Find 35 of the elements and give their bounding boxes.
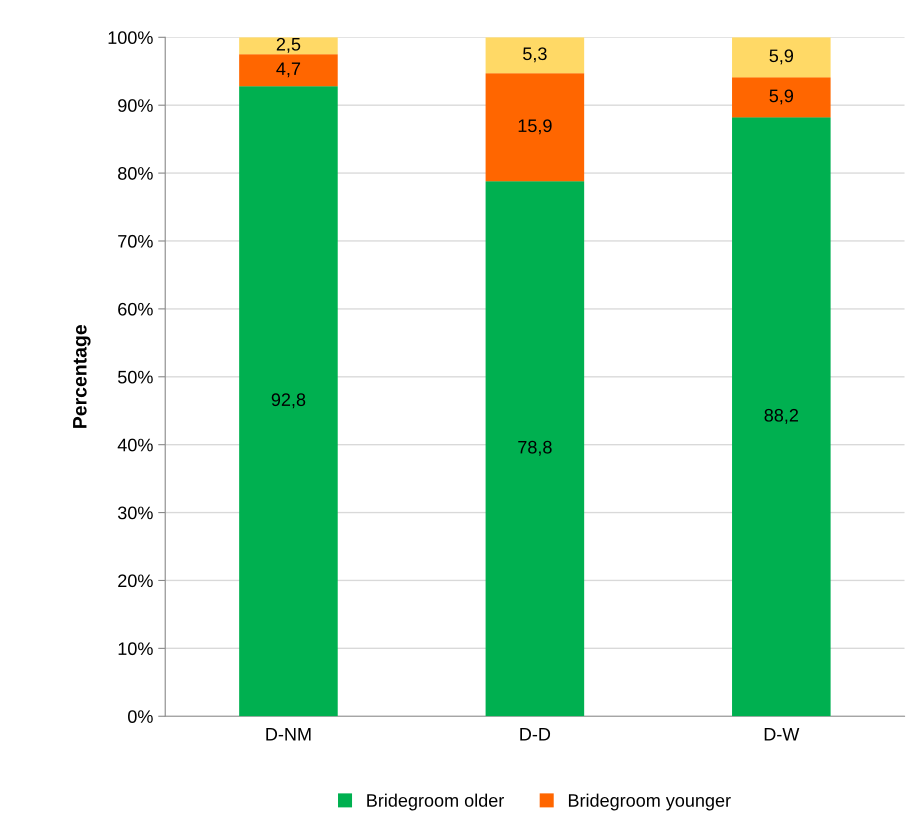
- bar: [486, 181, 584, 716]
- legend-label: Bridegroom younger: [568, 794, 731, 810]
- bar: [732, 77, 831, 118]
- data-label: 5,9: [769, 49, 794, 64]
- bar: [239, 37, 338, 54]
- bar: [486, 37, 584, 74]
- y-tick-label: 70%: [118, 234, 153, 248]
- bar: [732, 117, 831, 716]
- y-tick-label: 20%: [118, 574, 153, 588]
- bar: [239, 86, 338, 716]
- data-label: 4,7: [276, 62, 300, 78]
- data-label: 78,8: [518, 440, 552, 456]
- x-tick-label: D-D: [520, 728, 550, 740]
- bar: [732, 37, 831, 78]
- data-label: 88,2: [764, 408, 798, 424]
- data-label: 15,9: [518, 119, 552, 134]
- legend-label: Bridegroom older: [367, 794, 504, 810]
- y-tick-label: 60%: [118, 302, 153, 316]
- y-tick-label: 80%: [118, 167, 153, 180]
- y-tick-label: 40%: [118, 438, 153, 452]
- y-axis-title: Percentage: [73, 325, 91, 428]
- data-label: 92,8: [272, 393, 306, 408]
- y-tick-label: 100%: [108, 31, 153, 44]
- y-tick-label: 30%: [118, 506, 153, 520]
- y-tick-label: 50%: [118, 370, 153, 384]
- y-tick-label: 90%: [118, 99, 153, 112]
- x-tick-label: D-NM: [266, 728, 311, 740]
- x-tick-label: D-W: [764, 728, 800, 740]
- y-tick-label: 10%: [118, 642, 153, 656]
- bar: [486, 73, 584, 182]
- bar: [239, 54, 338, 86]
- data-label: 2,5: [276, 38, 300, 53]
- data-label: 5,3: [523, 47, 547, 62]
- data-label: 5,9: [769, 89, 794, 104]
- y-tick-label: 0%: [128, 710, 153, 723]
